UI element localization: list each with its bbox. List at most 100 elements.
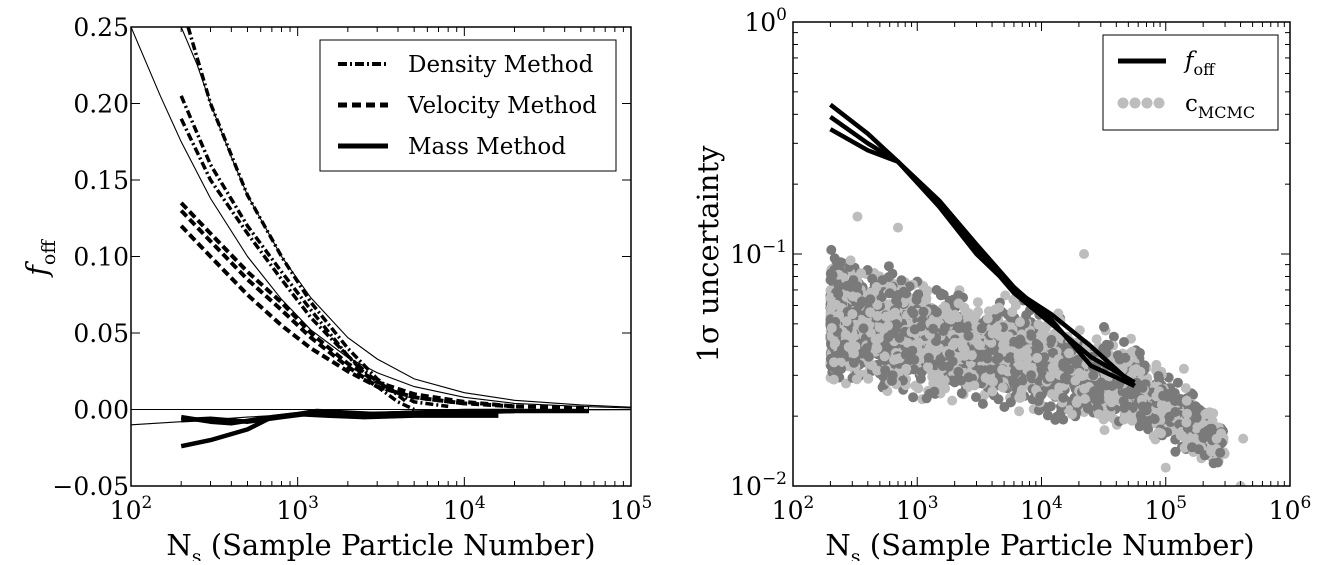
scatter-point bbox=[1200, 409, 1211, 420]
right-plot-data bbox=[825, 102, 1249, 486]
series-line-foff bbox=[829, 115, 1136, 385]
scatter-point bbox=[976, 365, 986, 376]
scatter-point bbox=[1119, 337, 1129, 347]
scatter-point bbox=[1059, 372, 1070, 383]
y-tick-label: 0.05 bbox=[73, 319, 129, 348]
scatter-point bbox=[1091, 334, 1102, 345]
scatter-point bbox=[1058, 414, 1069, 425]
scatter-point bbox=[913, 383, 924, 394]
scatter-point bbox=[857, 296, 867, 307]
x-tick-label: 105 bbox=[1144, 493, 1187, 525]
scatter-point bbox=[1033, 319, 1044, 330]
scatter-point bbox=[833, 280, 844, 291]
legend-foff-label: foff bbox=[1183, 48, 1216, 79]
x-tick-label: 103 bbox=[896, 493, 939, 525]
scatter-point bbox=[923, 352, 934, 363]
x-tick-label: 104 bbox=[443, 493, 486, 525]
scatter-point bbox=[922, 285, 933, 296]
scatter-point bbox=[931, 285, 942, 295]
scatter-point bbox=[1032, 352, 1043, 363]
scatter-point bbox=[993, 394, 1004, 405]
series-line-dashed bbox=[179, 201, 590, 410]
scatter-point bbox=[1016, 392, 1027, 403]
scatter-point bbox=[1079, 393, 1090, 404]
scatter-point bbox=[1178, 363, 1189, 374]
scatter-point bbox=[1036, 364, 1047, 375]
scatter-point bbox=[963, 372, 974, 383]
scatter-point bbox=[949, 337, 960, 348]
scatter-point bbox=[921, 294, 932, 305]
series-line-dashed bbox=[179, 209, 515, 409]
scatter-point bbox=[1021, 310, 1032, 321]
right-x-axis-title: Ns (Sample Particle Number) bbox=[825, 528, 1254, 561]
scatter-point bbox=[959, 323, 970, 334]
scatter-point bbox=[987, 386, 998, 397]
scatter-point bbox=[1137, 401, 1148, 412]
scatter-point bbox=[1127, 402, 1138, 413]
scatter-point bbox=[1180, 383, 1191, 394]
scatter-point bbox=[928, 323, 939, 334]
scatter-point bbox=[991, 354, 1002, 365]
scatter-point bbox=[956, 375, 967, 386]
left-y-axis-title: foff bbox=[20, 239, 60, 278]
legend-mass-label: Mass Method bbox=[408, 134, 566, 160]
scatter-point bbox=[883, 320, 893, 331]
scatter-point bbox=[874, 322, 885, 333]
scatter-point bbox=[1047, 389, 1057, 400]
scatter-point bbox=[893, 222, 904, 233]
scatter-point bbox=[1008, 375, 1019, 385]
series-line-dashed bbox=[179, 224, 465, 406]
scatter-point bbox=[939, 322, 950, 333]
scatter-point bbox=[1181, 417, 1192, 428]
scatter-point bbox=[884, 288, 895, 299]
scatter-point bbox=[845, 255, 856, 266]
scatter-point bbox=[1191, 412, 1202, 423]
scatter-point bbox=[1126, 389, 1137, 400]
scatter-point bbox=[1005, 397, 1016, 408]
scatter-point bbox=[863, 373, 874, 384]
scatter-point bbox=[934, 371, 945, 382]
scatter-point bbox=[1199, 427, 1210, 438]
scatter-point bbox=[1079, 249, 1090, 259]
legend-cmcmc-marker bbox=[1117, 97, 1129, 109]
x-tick-label: 103 bbox=[276, 493, 319, 525]
scatter-point bbox=[858, 323, 869, 334]
scatter-point bbox=[827, 270, 838, 281]
scatter-point bbox=[1013, 351, 1024, 362]
scatter-point bbox=[848, 357, 859, 368]
fit-curve bbox=[180, 27, 631, 408]
scatter-point bbox=[1067, 409, 1077, 420]
scatter-point bbox=[1181, 395, 1192, 406]
scatter-point bbox=[1118, 396, 1129, 406]
scatter-point bbox=[891, 354, 902, 365]
scatter-point bbox=[977, 398, 988, 409]
scatter-point bbox=[947, 395, 958, 406]
scatter-point bbox=[1050, 414, 1061, 425]
scatter-point bbox=[1179, 442, 1190, 453]
scatter-point bbox=[876, 292, 887, 303]
scatter-point bbox=[830, 337, 841, 348]
left-axis-ticks: 102 103 104 105 −0.05 0.00 0.05 0.10 0.15 0.20 0.2… bbox=[52, 13, 652, 525]
scatter-point bbox=[1160, 462, 1171, 473]
scatter-point bbox=[966, 350, 977, 361]
scatter-point bbox=[1079, 383, 1090, 394]
y-tick-label: −0.05 bbox=[52, 472, 129, 501]
scatter-point bbox=[1211, 433, 1222, 444]
scatter-point bbox=[1083, 403, 1093, 414]
left-plot-data bbox=[131, 27, 631, 449]
scatter-point bbox=[867, 273, 878, 284]
scatter-point bbox=[1058, 392, 1069, 403]
scatter-point bbox=[1054, 382, 1065, 393]
scatter-point bbox=[1059, 361, 1070, 372]
scatter-point bbox=[1000, 290, 1011, 301]
y-tick-label: 10−1 bbox=[730, 237, 787, 269]
scatter-point bbox=[872, 299, 883, 310]
scatter-point bbox=[881, 311, 892, 322]
y-tick-label: 0.00 bbox=[73, 396, 129, 425]
scatter-point bbox=[828, 374, 839, 385]
scatter-point bbox=[909, 324, 920, 335]
scatter-point bbox=[872, 365, 883, 376]
scatter-point bbox=[833, 288, 844, 299]
scatter-point bbox=[826, 244, 837, 255]
y-tick-label: 0.20 bbox=[73, 90, 129, 119]
